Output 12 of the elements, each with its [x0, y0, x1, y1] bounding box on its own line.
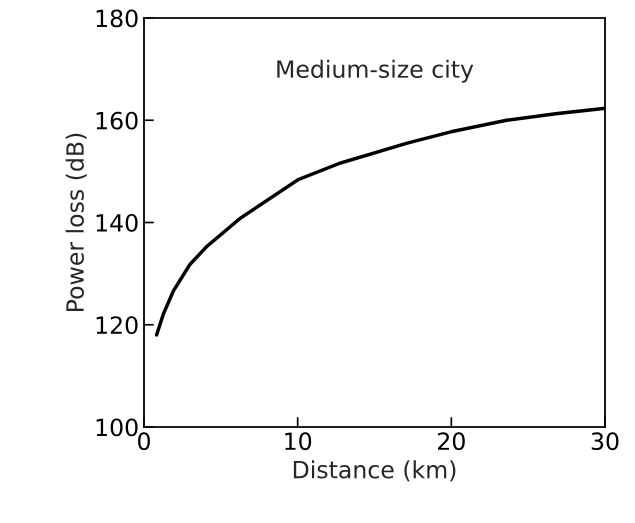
- x-tick-label: 0: [138, 432, 150, 450]
- y-axis-title: Power loss (dB): [66, 134, 87, 311]
- y-tick-label: 160: [96, 112, 138, 130]
- y-tick-label: 120: [96, 316, 138, 334]
- y-tick-label: 140: [96, 214, 138, 232]
- y-tick-label: 100: [96, 418, 138, 436]
- x-tick-label: 30: [592, 432, 618, 450]
- x-axis-title: Distance (km): [294, 460, 456, 482]
- y-tick-label: 180: [96, 9, 138, 28]
- annotation: Medium-size city: [277, 60, 474, 83]
- x-tick-label: 20: [438, 432, 465, 450]
- x-tick-label: 10: [285, 432, 312, 450]
